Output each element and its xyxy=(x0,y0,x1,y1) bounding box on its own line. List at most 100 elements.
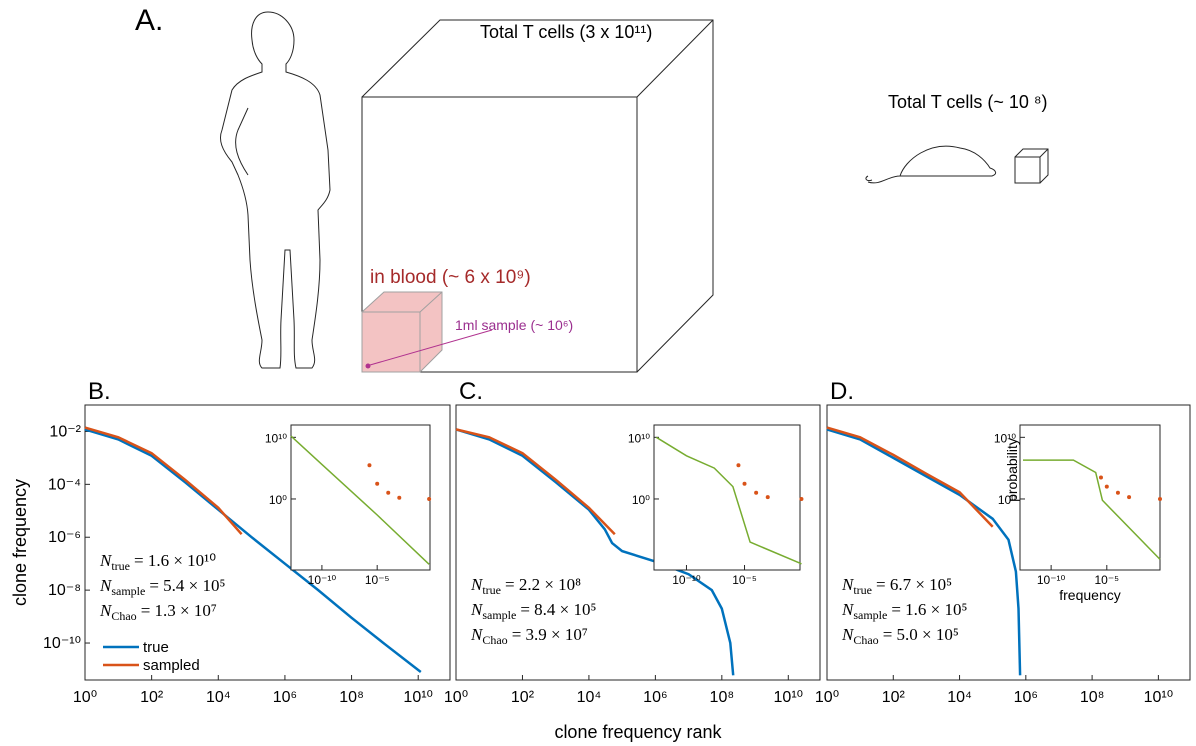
y-tick-label: 10⁻² xyxy=(49,423,81,440)
x-tick-label: 10⁸ xyxy=(710,689,735,706)
mouse xyxy=(865,145,997,184)
annotation-text: = 1.3 × 10⁷ xyxy=(141,601,217,620)
annotation-text: = 2.2 × 10⁸ xyxy=(505,575,581,594)
y-tick-label: 10⁻⁶ xyxy=(48,529,81,546)
x-tick-label: 10⁴ xyxy=(947,689,972,706)
x-tick-label: 10⁸ xyxy=(339,689,364,706)
x-tick-label: 10⁸ xyxy=(1080,689,1105,706)
data-point xyxy=(765,495,770,500)
x-tick-label: 10⁻¹⁰ xyxy=(308,573,337,587)
data-point xyxy=(427,496,432,501)
annotation-text: = 6.7 × 10⁵ xyxy=(876,575,952,594)
annotation-text: = 1.6 × 10⁵ xyxy=(891,600,967,619)
x-tick-label: 10⁻⁵ xyxy=(1094,573,1119,587)
annotation-subscript: Chao xyxy=(853,633,878,647)
data-line xyxy=(1023,459,1161,560)
x-axis-label: frequency xyxy=(1059,587,1120,603)
annotation: Nsample = 1.6 × 10⁵ xyxy=(841,600,968,622)
blood-label: in blood (~ 6 x 10⁹) xyxy=(370,267,531,288)
data-point xyxy=(1158,496,1162,501)
data-line xyxy=(655,436,802,565)
annotation-text: = 3.9 × 10⁷ xyxy=(512,625,588,644)
x-tick-label: 10² xyxy=(511,689,535,706)
panel-label: A. xyxy=(135,4,163,37)
y-tick-label: 10¹⁰ xyxy=(265,431,287,445)
data-point xyxy=(799,496,804,501)
annotation-symbol: N xyxy=(470,600,484,619)
x-tick-label: 10⁻¹⁰ xyxy=(1037,573,1066,587)
y-tick-label: 10¹⁰ xyxy=(994,431,1016,445)
data-point xyxy=(375,481,380,486)
data-line xyxy=(290,435,430,565)
x-tick-label: 10⁶ xyxy=(273,689,297,706)
data-line xyxy=(826,426,994,528)
annotation-symbol: N xyxy=(99,551,113,570)
x-tick-label: 10⁻⁵ xyxy=(365,573,390,587)
data-line xyxy=(455,428,735,676)
sample-arrow xyxy=(369,329,493,366)
x-tick-label: 10⁰ xyxy=(73,689,97,706)
x-tick-label: 10⁰ xyxy=(444,689,468,706)
legend-label: sampled xyxy=(143,657,200,674)
big-cube xyxy=(361,19,714,373)
x-tick-label: 10² xyxy=(882,689,906,706)
annotation-text: = 5.0 × 10⁵ xyxy=(883,625,959,644)
data-point xyxy=(397,495,402,500)
data-line xyxy=(84,426,243,536)
data-point xyxy=(386,490,391,495)
annotation-subscript: sample xyxy=(111,584,145,598)
x-axis-label: clone frequency rank xyxy=(554,722,722,742)
human-silhouette xyxy=(219,11,331,369)
mouse-total-label: Total T cells (~ 10 ⁸) xyxy=(888,92,1048,112)
data-line xyxy=(455,428,616,536)
annotation-subscript: true xyxy=(111,559,130,573)
data-point xyxy=(1104,484,1109,489)
annotation: Nsample = 5.4 × 10⁵ xyxy=(99,576,226,598)
sample-dot xyxy=(365,363,371,369)
annotation-text: = 5.4 × 10⁵ xyxy=(149,576,225,595)
annotation-subscript: true xyxy=(482,583,501,597)
x-tick-label: 10⁴ xyxy=(577,689,602,706)
annotation: NChao = 3.9 × 10⁷ xyxy=(470,625,588,647)
panel-label: D. xyxy=(830,378,854,405)
x-tick-label: 10⁴ xyxy=(206,689,231,706)
annotation: NChao = 1.3 × 10⁷ xyxy=(99,601,217,623)
x-tick-label: 10⁶ xyxy=(643,689,667,706)
annotation: Ntrue = 1.6 × 10¹⁰ xyxy=(99,551,216,573)
y-tick-label: 10⁰ xyxy=(998,493,1016,507)
data-point xyxy=(367,463,372,468)
data-line xyxy=(84,428,422,673)
x-tick-label: 10¹⁰ xyxy=(774,689,804,706)
annotation-text: = 1.6 × 10¹⁰ xyxy=(134,551,216,570)
data-point xyxy=(742,481,747,486)
x-tick-label: 10¹⁰ xyxy=(403,689,433,706)
y-tick-label: 10⁻⁸ xyxy=(48,582,81,599)
data-point xyxy=(754,490,759,495)
y-tick-label: 10¹⁰ xyxy=(628,431,650,445)
y-axis-label: probability xyxy=(1004,438,1020,502)
data-point xyxy=(736,463,741,468)
x-tick-label: 10⁻¹⁰ xyxy=(672,573,701,587)
data-point xyxy=(1115,490,1120,495)
annotation-symbol: N xyxy=(99,601,113,620)
annotation-symbol: N xyxy=(841,600,855,619)
annotation-subscript: Chao xyxy=(111,609,136,623)
data-point xyxy=(1098,475,1103,480)
y-tick-label: 10⁰ xyxy=(269,493,287,507)
y-tick-label: 10⁻⁴ xyxy=(48,476,81,493)
annotation: Nsample = 8.4 × 10⁵ xyxy=(470,600,597,622)
x-tick-label: 10² xyxy=(140,689,164,706)
y-tick-label: 10⁻¹⁰ xyxy=(43,635,81,652)
inset-frame xyxy=(653,424,801,571)
annotation: Ntrue = 2.2 × 10⁸ xyxy=(470,575,581,597)
data-point xyxy=(1127,495,1132,500)
annotation-symbol: N xyxy=(99,576,113,595)
annotation: NChao = 5.0 × 10⁵ xyxy=(841,625,959,647)
annotation-subscript: sample xyxy=(482,608,516,622)
x-tick-label: 10⁰ xyxy=(815,689,839,706)
annotation-text: = 8.4 × 10⁵ xyxy=(520,600,596,619)
data-line xyxy=(826,428,1022,676)
annotation-symbol: N xyxy=(841,575,855,594)
